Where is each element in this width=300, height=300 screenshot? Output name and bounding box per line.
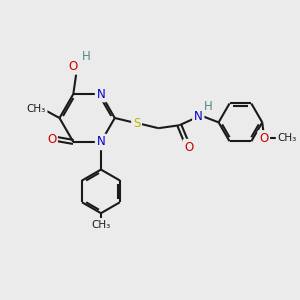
- Text: O: O: [69, 60, 78, 73]
- Text: N: N: [97, 135, 105, 148]
- Text: S: S: [133, 117, 140, 130]
- Text: O: O: [184, 141, 194, 154]
- Text: N: N: [97, 88, 105, 100]
- Text: O: O: [259, 132, 268, 145]
- Text: H: H: [82, 50, 91, 63]
- Text: CH₃: CH₃: [277, 134, 297, 143]
- Text: O: O: [47, 133, 56, 146]
- Text: N: N: [194, 110, 203, 123]
- Text: H: H: [204, 100, 213, 113]
- Text: CH₃: CH₃: [91, 220, 111, 230]
- Text: CH₃: CH₃: [27, 104, 46, 114]
